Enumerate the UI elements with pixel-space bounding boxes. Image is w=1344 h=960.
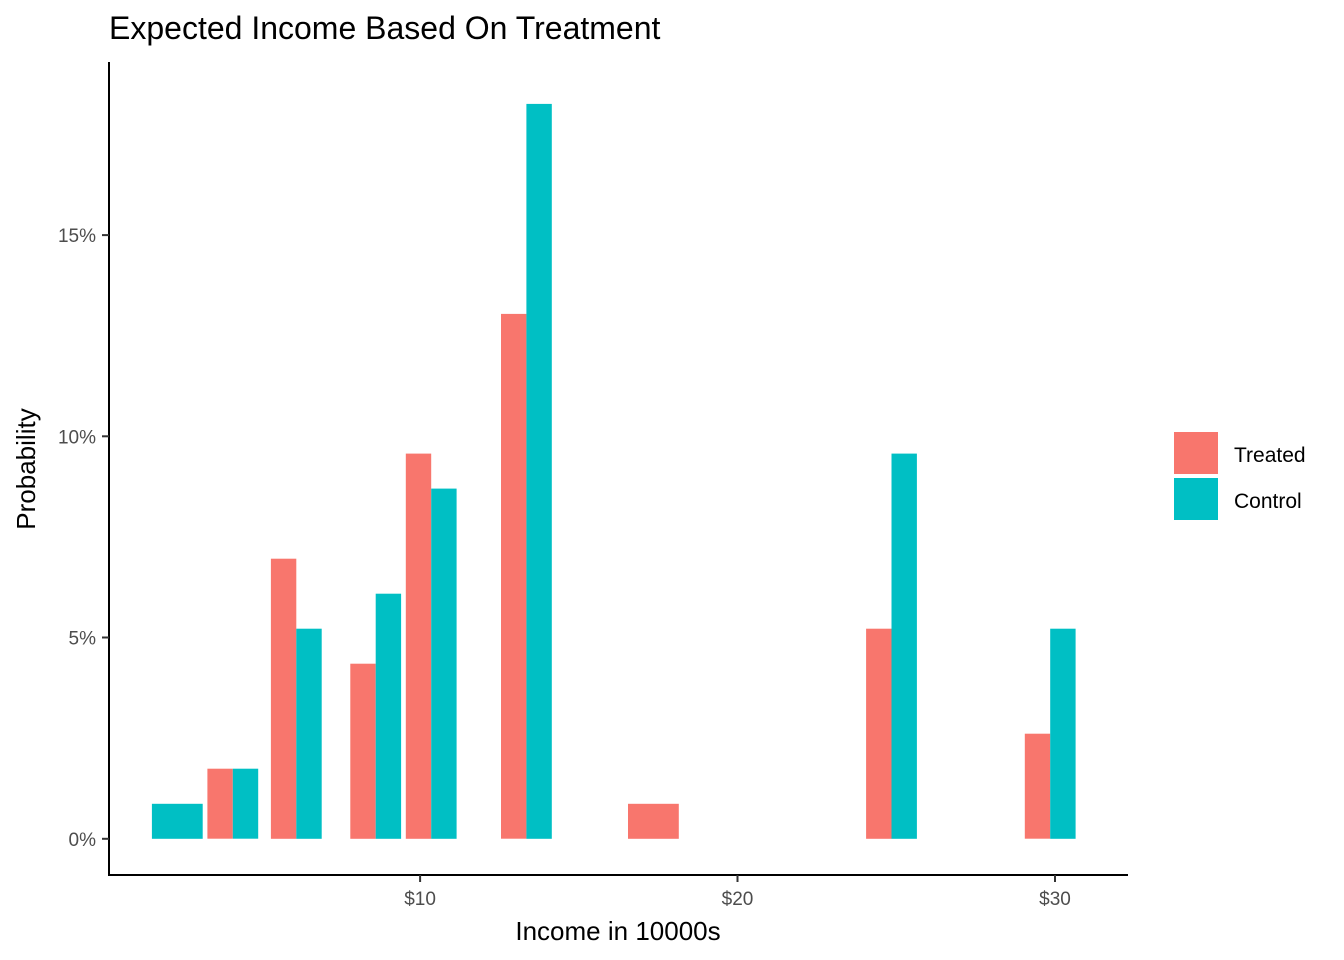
bar-treated-1 bbox=[270, 558, 297, 839]
legend: Treated Control bbox=[1174, 432, 1306, 520]
x-tick-label-2: $30 bbox=[1039, 889, 1071, 910]
chart-title: Expected Income Based On Treatment bbox=[109, 10, 661, 46]
legend-label-treated: Treated bbox=[1234, 444, 1306, 467]
y-tick-label-3: 15% bbox=[58, 226, 96, 247]
y-axis-ticks: 0% 5% 10% 15% bbox=[58, 226, 109, 851]
y-axis-title: Probability bbox=[11, 408, 41, 529]
bar-control-3 bbox=[375, 593, 402, 839]
y-tick-label-0: 0% bbox=[69, 830, 97, 851]
bar-treated-2 bbox=[350, 663, 376, 839]
legend-label-control: Control bbox=[1234, 490, 1302, 513]
bar-treated-3 bbox=[405, 453, 432, 839]
bar-control-4 bbox=[431, 488, 457, 839]
x-axis-ticks: $10 $20 $30 bbox=[404, 875, 1071, 910]
x-axis-title: Income in 10000s bbox=[515, 916, 720, 946]
bar-control-5 bbox=[526, 103, 552, 839]
legend-key-control bbox=[1174, 478, 1218, 520]
bar-control-2 bbox=[296, 628, 322, 839]
legend-key-treated bbox=[1174, 432, 1218, 474]
x-tick-label-0: $10 bbox=[404, 889, 436, 910]
y-tick-label-2: 10% bbox=[58, 427, 96, 448]
bar-treated-7 bbox=[1024, 733, 1051, 839]
bar-treated-0 bbox=[207, 768, 233, 839]
bar-control-7 bbox=[1050, 628, 1076, 839]
bar-control-1 bbox=[232, 768, 259, 839]
bar-treated-6 bbox=[866, 628, 892, 839]
y-tick-label-1: 5% bbox=[69, 629, 97, 650]
bar-control-6 bbox=[891, 453, 917, 839]
bar-treated-5 bbox=[628, 803, 679, 839]
bars-group bbox=[151, 103, 1076, 839]
x-tick-label-1: $20 bbox=[722, 889, 754, 910]
bar-control-0 bbox=[151, 803, 203, 839]
bar-treated-4 bbox=[501, 313, 527, 839]
